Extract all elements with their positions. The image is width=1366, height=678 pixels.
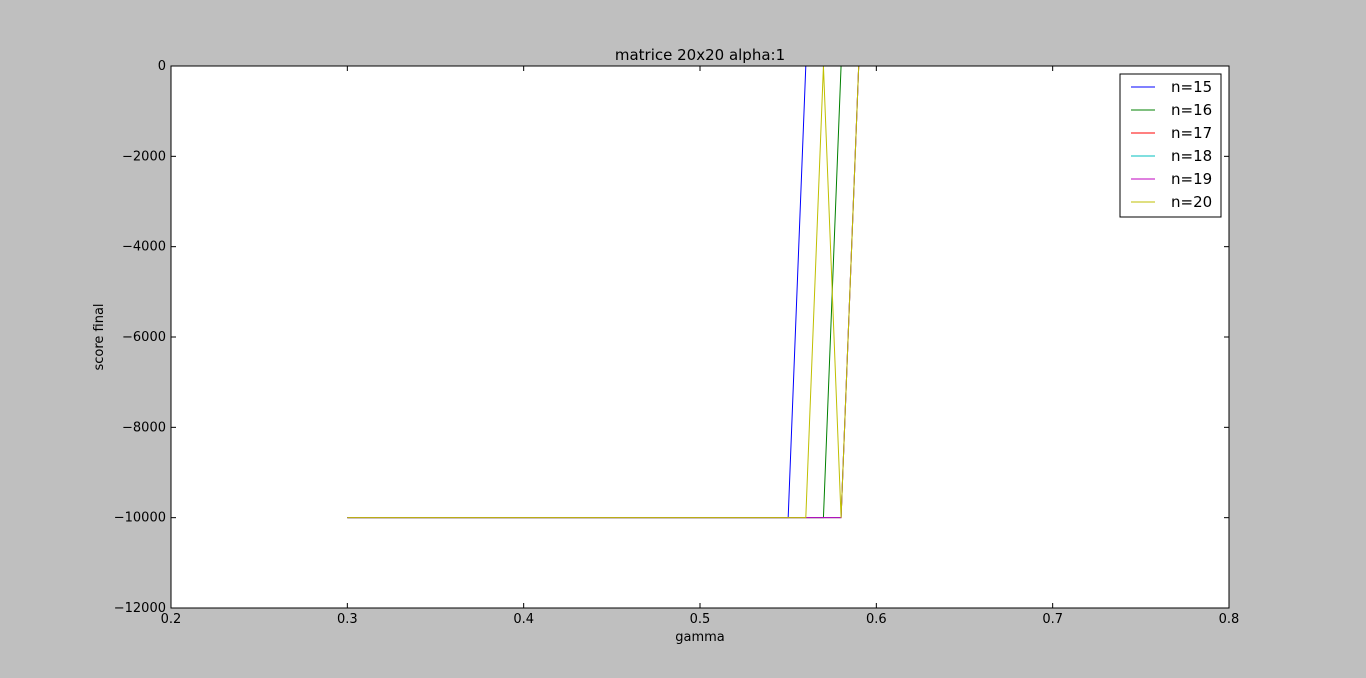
series-layer bbox=[347, 65, 860, 519]
chart-title: matrice 20x20 alpha:1 bbox=[615, 46, 785, 64]
legend-label-n=20: n=20 bbox=[1171, 193, 1212, 211]
y-axis-label: score final bbox=[92, 303, 107, 370]
legend-label-n=17: n=17 bbox=[1171, 124, 1212, 142]
y-tick-label: −8000 bbox=[122, 420, 166, 435]
x-tick-label: 0.4 bbox=[513, 612, 534, 627]
series-line-n=20 bbox=[347, 65, 860, 519]
y-tick-label: −6000 bbox=[122, 330, 166, 345]
legend-label-n=15: n=15 bbox=[1171, 78, 1212, 96]
x-tick-label: 0.7 bbox=[1042, 612, 1063, 627]
x-axis-label: gamma bbox=[675, 630, 725, 645]
legend-label-n=19: n=19 bbox=[1171, 170, 1212, 188]
y-tick-label: 0 bbox=[158, 59, 166, 74]
y-tick-label: −4000 bbox=[122, 240, 166, 255]
y-tick-label: −2000 bbox=[122, 149, 166, 164]
x-tick-label: 0.6 bbox=[866, 612, 887, 627]
legend-frame bbox=[1119, 73, 1222, 218]
y-tick-label: −10000 bbox=[114, 511, 166, 526]
x-tick-label: 0.8 bbox=[1219, 612, 1240, 627]
x-tick-label: 0.2 bbox=[161, 612, 182, 627]
x-tick-labels: 0.2 0.3 0.4 0.5 0.6 0.7 0.8 bbox=[161, 612, 1240, 627]
plot-area bbox=[171, 66, 1229, 608]
ticks-layer bbox=[170, 65, 1230, 609]
legend-label-n=18: n=18 bbox=[1171, 147, 1212, 165]
legend-label-n=16: n=16 bbox=[1171, 101, 1212, 119]
y-tick-label: −12000 bbox=[114, 601, 166, 616]
plot-frame bbox=[170, 65, 1230, 609]
x-tick-label: 0.3 bbox=[337, 612, 358, 627]
x-tick-label: 0.5 bbox=[690, 612, 711, 627]
legend: n=15 n=16 n=17 n=18 n=19 n=20 bbox=[1119, 73, 1222, 218]
y-tick-labels: 0 −2000 −4000 −6000 −8000 −10000 −12000 bbox=[114, 59, 166, 616]
